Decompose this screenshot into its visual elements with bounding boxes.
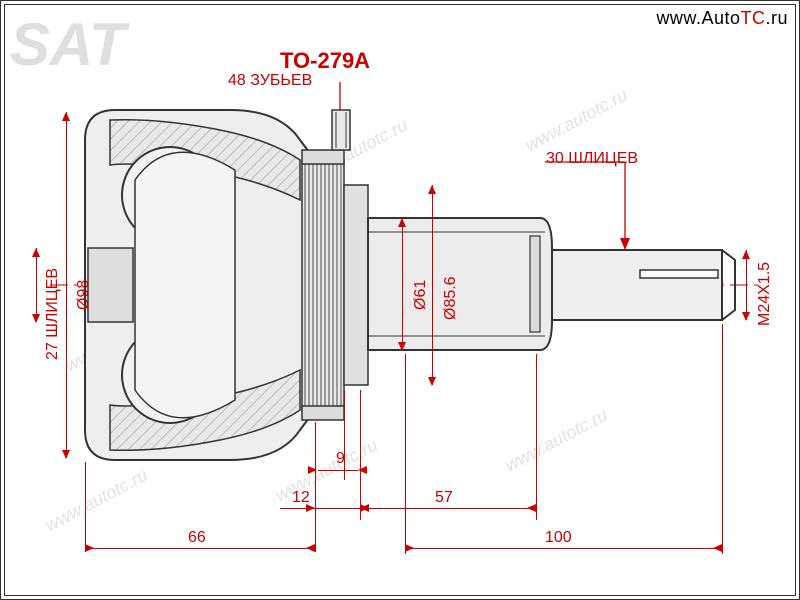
- label-splines-left: 27 ШЛИЦЕВ: [44, 268, 62, 360]
- dim-9: 9: [336, 450, 345, 468]
- label-teeth: 48 ЗУБЬЕВ: [228, 72, 312, 90]
- label-d98: Ø98: [75, 280, 93, 310]
- label-d856: Ø85.6: [442, 276, 460, 320]
- label-thread: M24X1.5: [756, 262, 774, 326]
- dim-12: 12: [292, 489, 310, 507]
- dim-66: 66: [188, 529, 206, 547]
- dim-100: 100: [545, 529, 572, 547]
- part-drawing: [0, 0, 800, 600]
- label-splines-right: 30 ШЛИЦЕВ: [546, 150, 638, 168]
- label-d61: Ø61: [412, 280, 430, 310]
- dim-57: 57: [435, 489, 453, 507]
